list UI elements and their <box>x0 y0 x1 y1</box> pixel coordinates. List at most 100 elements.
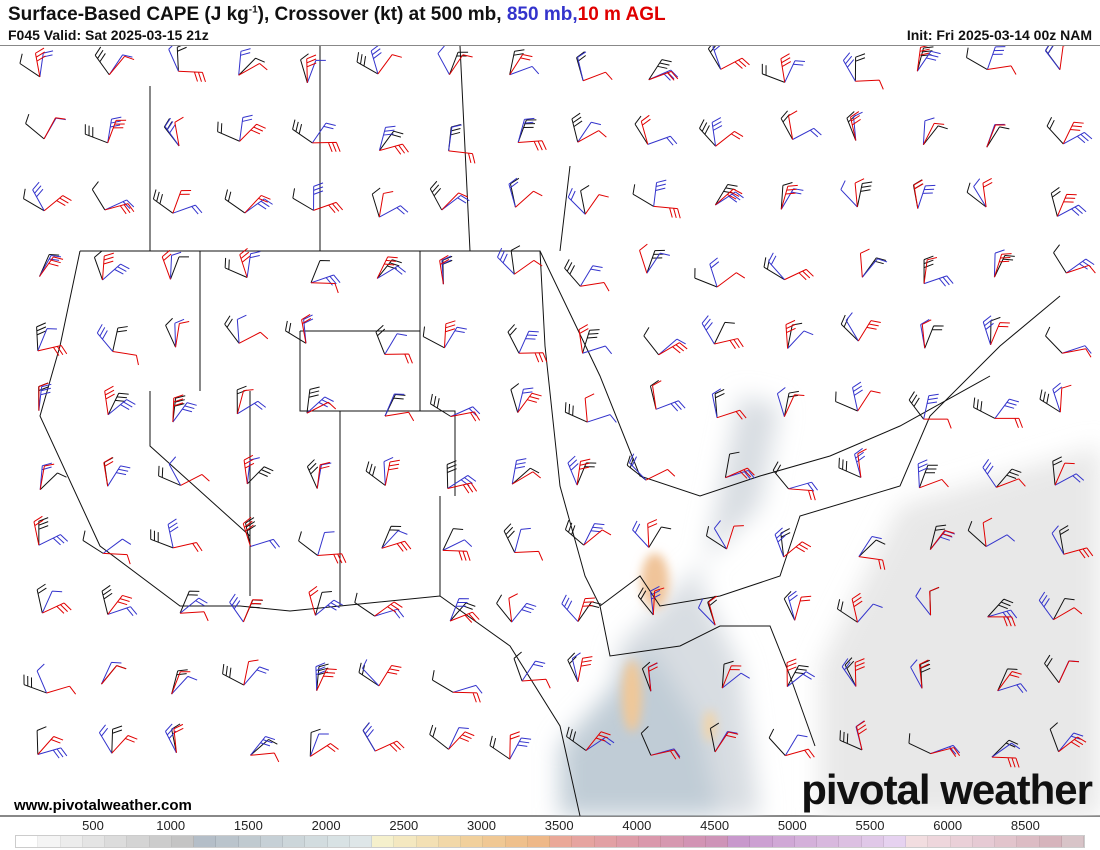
wind-barb <box>102 252 114 280</box>
wind-barb <box>315 662 326 691</box>
colorbar-cell <box>216 836 239 847</box>
wind-barb <box>43 117 66 140</box>
wind-barb <box>508 177 519 208</box>
wind-barb <box>571 112 583 143</box>
wind-barb <box>310 274 341 286</box>
wind-barb <box>447 475 477 489</box>
wind-barb <box>920 659 931 689</box>
wind-barb <box>306 386 320 414</box>
wind-barb <box>376 256 398 279</box>
wind-barb <box>448 150 476 164</box>
wind-barb <box>107 116 122 143</box>
wind-barb <box>1044 41 1061 71</box>
wind-barb <box>1063 131 1093 145</box>
wind-barb <box>514 550 544 561</box>
wind-barb <box>583 529 612 546</box>
wind-barb <box>768 252 785 280</box>
wind-barb <box>292 119 313 144</box>
wind-barb <box>582 345 613 355</box>
wind-barb <box>173 723 184 753</box>
wind-barb <box>384 333 408 355</box>
wind-barb <box>453 691 481 703</box>
wind-barb <box>1052 598 1075 620</box>
wind-barb <box>973 397 996 419</box>
wind-barb <box>315 599 343 616</box>
wind-barb <box>915 587 931 616</box>
wind-barb <box>714 338 744 349</box>
wind-barb <box>1038 591 1054 621</box>
wind-barb <box>713 520 728 550</box>
wind-barb <box>576 51 586 81</box>
wind-barb <box>857 603 883 623</box>
colorbar-cell <box>616 836 639 847</box>
wind-barb <box>780 53 792 83</box>
wind-barb <box>381 530 408 549</box>
wind-barb <box>794 595 812 621</box>
wind-barb <box>714 183 738 206</box>
wind-barb <box>444 326 467 349</box>
wind-barb <box>107 392 129 416</box>
wind-barb <box>447 482 478 494</box>
wind-barb <box>1059 384 1072 413</box>
wind-barb <box>104 203 135 215</box>
wind-barb <box>242 516 254 547</box>
website-link[interactable]: www.pivotalweather.com <box>14 797 192 814</box>
wind-barb <box>650 749 681 760</box>
wind-barb <box>100 661 122 685</box>
wind-barb <box>176 42 187 72</box>
wind-barb <box>301 314 312 344</box>
wind-barb <box>784 60 805 83</box>
wind-barb <box>1053 607 1083 621</box>
wind-barb <box>446 460 457 489</box>
colorbar-cell <box>527 836 550 847</box>
wind-barb <box>1046 117 1064 145</box>
wind-barb <box>923 418 952 429</box>
wind-barb <box>982 517 993 547</box>
colorbar-cell <box>260 836 283 847</box>
wind-barb <box>646 249 665 274</box>
wind-barb <box>577 656 593 682</box>
colorbar-cell <box>171 836 194 847</box>
wind-barb <box>169 251 182 280</box>
wind-barb <box>694 268 718 288</box>
wind-barb <box>854 178 865 208</box>
wind-barb <box>19 53 41 78</box>
wind-barb <box>916 50 941 72</box>
wind-barb <box>107 594 133 615</box>
wind-barb <box>1051 525 1065 555</box>
wind-barb <box>923 393 939 420</box>
wind-barb <box>96 324 114 352</box>
wind-barb <box>41 590 63 614</box>
wind-barb <box>993 249 1005 278</box>
wind-barb <box>578 324 589 354</box>
wind-barb <box>313 201 344 213</box>
wind-barb <box>508 593 518 623</box>
wind-barb <box>917 459 928 488</box>
wind-barb <box>507 324 520 354</box>
wind-barbs <box>19 39 1096 768</box>
wind-barb <box>856 181 873 208</box>
wind-barb <box>243 666 270 686</box>
colorbar-cell <box>505 836 528 847</box>
wind-barb <box>449 598 469 622</box>
wind-barb <box>509 54 533 76</box>
wind-barb <box>786 658 797 687</box>
wind-barb <box>84 124 108 144</box>
colorbar-tick-label: 3000 <box>467 818 496 833</box>
wind-barb <box>111 725 123 754</box>
wind-barb <box>564 520 585 546</box>
wind-barb <box>632 520 650 548</box>
colorbar-cell <box>416 836 439 847</box>
wind-barb <box>648 59 672 81</box>
wind-barb <box>244 198 273 214</box>
wind-barb <box>39 256 64 277</box>
wind-barb <box>1054 473 1085 486</box>
wind-barb <box>835 391 858 412</box>
wind-barb <box>164 117 180 147</box>
wind-barb <box>646 252 670 274</box>
wind-barb <box>107 606 138 617</box>
wind-barb <box>450 411 481 422</box>
wind-barb <box>511 602 537 623</box>
wind-barb <box>36 583 47 614</box>
wind-barb <box>851 592 863 623</box>
